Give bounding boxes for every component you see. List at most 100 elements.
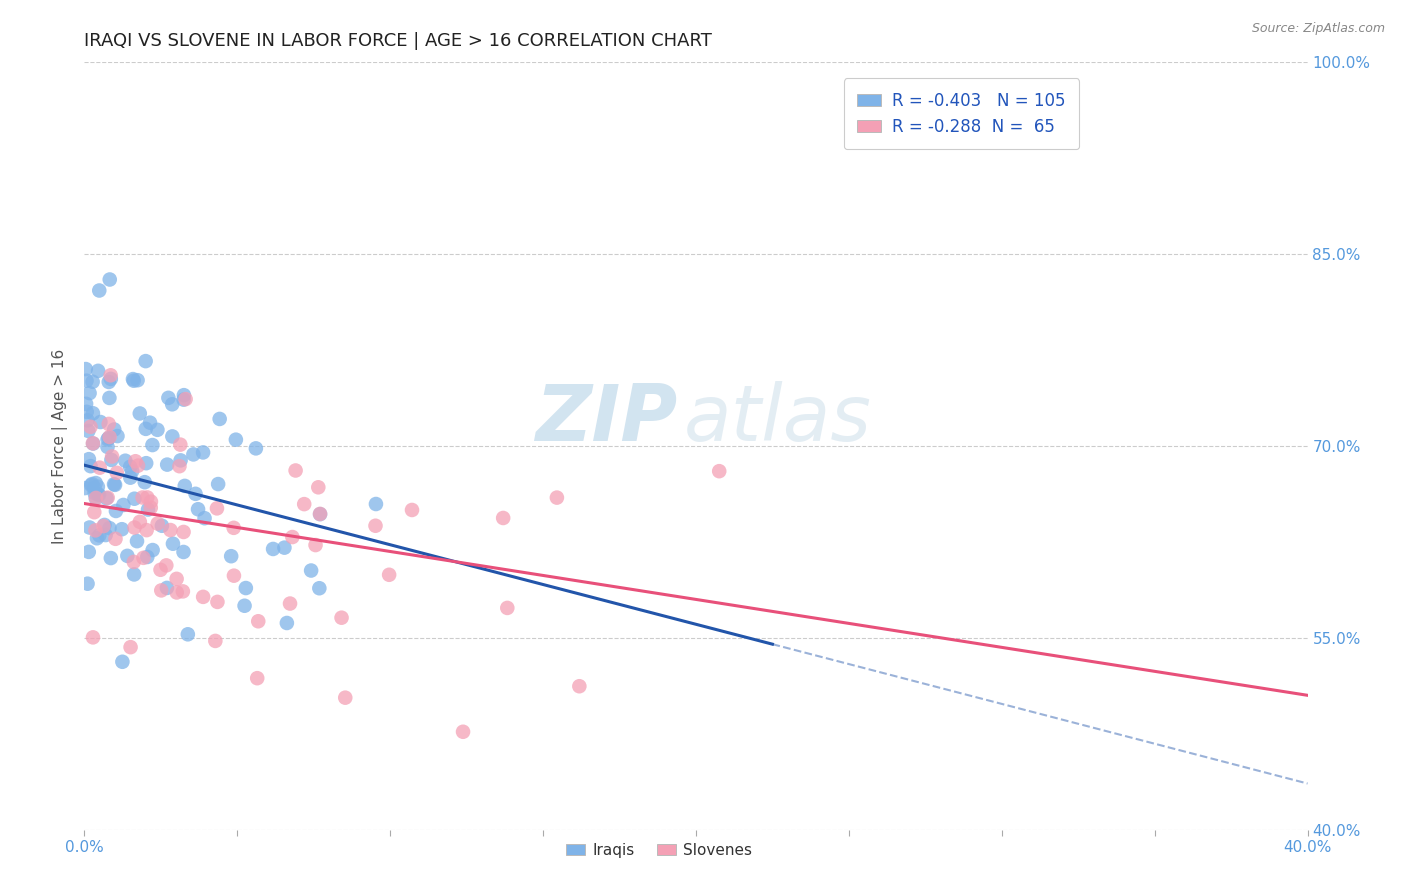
Point — [136, 549, 159, 564]
Point — [100, 551, 122, 566]
Point — [75, 397, 97, 411]
Point — [172, 584, 194, 599]
Point — [124, 491, 146, 506]
Point — [76, 576, 98, 591]
Point — [86, 531, 108, 545]
Point — [124, 454, 146, 468]
Point — [89, 460, 111, 475]
Point — [100, 368, 122, 383]
Point — [235, 581, 257, 595]
Point — [146, 516, 169, 531]
Point — [97, 491, 120, 505]
Point — [97, 431, 120, 445]
Point — [187, 502, 209, 516]
Point — [330, 610, 353, 624]
Point — [308, 581, 330, 595]
Point — [335, 690, 357, 705]
Point — [156, 458, 179, 472]
Point — [208, 412, 231, 426]
Point — [98, 391, 121, 405]
Point — [107, 429, 129, 443]
Point — [139, 494, 162, 508]
Point — [104, 504, 127, 518]
Point — [89, 284, 111, 298]
Point — [82, 631, 104, 645]
Point — [128, 407, 150, 421]
Point — [281, 530, 304, 544]
Point — [546, 491, 568, 505]
Point — [103, 477, 125, 491]
Point — [174, 392, 197, 406]
Point — [262, 541, 284, 556]
Point — [309, 507, 332, 521]
Point — [122, 374, 145, 388]
Point — [127, 373, 149, 387]
Point — [150, 518, 173, 533]
Point — [87, 488, 110, 502]
Point — [125, 534, 148, 549]
Point — [162, 429, 184, 443]
Point — [82, 436, 104, 450]
Point — [83, 481, 105, 495]
Point — [131, 491, 153, 505]
Point — [77, 424, 100, 438]
Point — [82, 406, 104, 420]
Point — [89, 528, 111, 542]
Point — [117, 549, 139, 563]
Point — [278, 597, 301, 611]
Point — [169, 437, 191, 451]
Point — [84, 491, 107, 505]
Point — [309, 507, 332, 521]
Point — [77, 545, 100, 559]
Point — [83, 505, 105, 519]
Point — [77, 452, 100, 467]
Point — [101, 450, 124, 464]
Point — [103, 423, 125, 437]
Point — [247, 614, 270, 628]
Point — [207, 477, 229, 491]
Point — [307, 480, 329, 494]
Point — [98, 272, 121, 286]
Point — [120, 459, 142, 474]
Text: IRAQI VS SLOVENE IN LABOR FORCE | AGE > 16 CORRELATION CHART: IRAQI VS SLOVENE IN LABOR FORCE | AGE > … — [84, 32, 713, 50]
Point — [276, 615, 298, 630]
Point — [299, 564, 322, 578]
Point — [225, 433, 247, 447]
Point — [156, 581, 179, 595]
Point — [496, 601, 519, 615]
Point — [245, 442, 267, 456]
Point — [568, 679, 591, 693]
Point — [84, 524, 107, 538]
Point — [79, 520, 101, 534]
Point — [184, 487, 207, 501]
Point — [87, 364, 110, 378]
Point — [166, 572, 188, 586]
Point — [207, 595, 229, 609]
Point — [76, 405, 98, 419]
Point — [135, 422, 157, 436]
Point — [82, 436, 104, 450]
Point — [169, 459, 191, 474]
Point — [135, 456, 157, 470]
Point — [233, 599, 256, 613]
Point — [76, 374, 98, 388]
Point — [122, 567, 145, 582]
Point — [79, 419, 101, 434]
Text: ZIP: ZIP — [536, 381, 678, 458]
Point — [114, 454, 136, 468]
Point — [204, 634, 226, 648]
Point — [94, 528, 117, 542]
Point — [84, 491, 107, 505]
Point — [76, 413, 98, 427]
Point — [141, 438, 163, 452]
Point — [73, 481, 96, 495]
Point — [284, 463, 307, 477]
Point — [162, 537, 184, 551]
Point — [142, 543, 165, 558]
Point — [166, 585, 188, 599]
Point — [193, 511, 215, 525]
Point — [492, 511, 515, 525]
Point — [401, 503, 423, 517]
Point — [83, 486, 105, 500]
Point — [93, 519, 115, 533]
